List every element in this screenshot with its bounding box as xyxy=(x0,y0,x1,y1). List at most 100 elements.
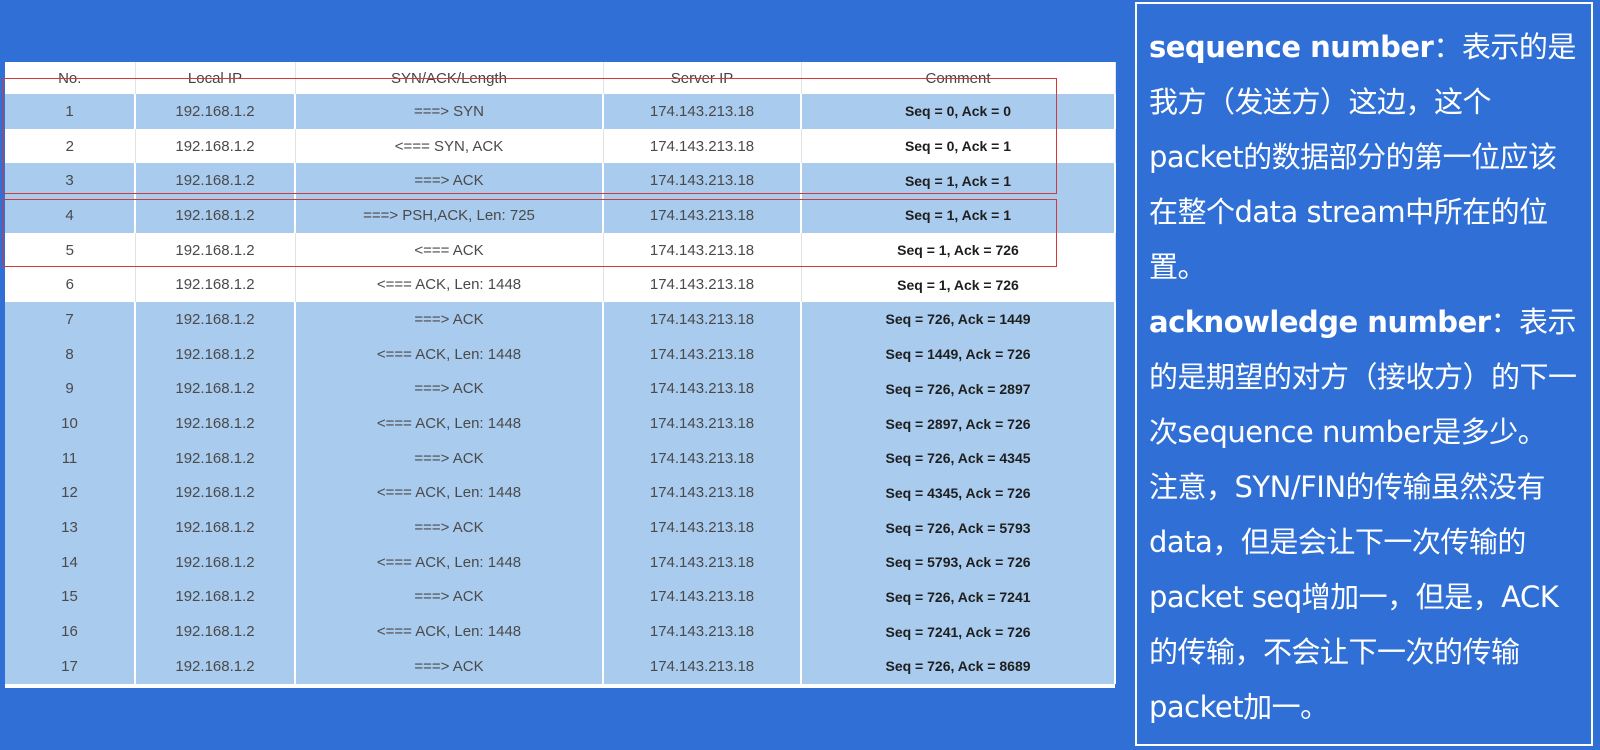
packet-table-panel: No. Local IP SYN/ACK/Length Server IP Co… xyxy=(3,62,1116,688)
table-row: 13 192.168.1.2 ===> ACK 174.143.213.18 Seq =… xyxy=(5,510,1116,545)
cell-comment: Seq = 726, Ack = 8689 xyxy=(801,649,1116,684)
cell-no: 1 xyxy=(5,94,136,129)
cell-flags: ===> ACK xyxy=(295,371,604,407)
cell-server-ip: 174.143.213.18 xyxy=(603,267,802,303)
cell-flags: ===> SYN xyxy=(295,94,604,129)
cell-flags: <=== ACK, Len: 1448 xyxy=(295,406,604,441)
cell-flags: ===> PSH,ACK, Len: 725 xyxy=(295,198,604,233)
cell-no: 8 xyxy=(5,336,136,372)
header-server-ip: Server IP xyxy=(603,62,802,94)
cell-server-ip: 174.143.213.18 xyxy=(603,302,802,337)
cell-comment: Seq = 1, Ack = 1 xyxy=(801,163,1116,199)
cell-no: 7 xyxy=(5,302,136,337)
cell-flags: ===> ACK xyxy=(295,510,604,545)
cell-flags: ===> ACK xyxy=(295,302,604,337)
packet-table: No. Local IP SYN/ACK/Length Server IP Co… xyxy=(5,62,1116,684)
cell-comment: Seq = 1, Ack = 726 xyxy=(801,267,1116,303)
cell-server-ip: 174.143.213.18 xyxy=(603,371,802,407)
cell-local-ip: 192.168.1.2 xyxy=(135,371,296,407)
cell-server-ip: 174.143.213.18 xyxy=(603,579,802,615)
cell-comment: Seq = 4345, Ack = 726 xyxy=(801,475,1116,511)
cell-server-ip: 174.143.213.18 xyxy=(603,128,802,164)
table-row: 16 192.168.1.2 <=== ACK, Len: 1448 174.143.… xyxy=(5,614,1116,649)
cell-local-ip: 192.168.1.2 xyxy=(135,128,296,164)
table-row: 5 192.168.1.2 <=== ACK 174.143.213.18 Seq = … xyxy=(5,232,1116,268)
cell-server-ip: 174.143.213.18 xyxy=(603,440,802,476)
cell-no: 14 xyxy=(5,544,136,580)
seq-note: sequence number：表示的是我方（发送方）这边，这个packet的数… xyxy=(1149,20,1585,295)
seq-term: sequence number xyxy=(1149,30,1434,64)
table-row: 1 192.168.1.2 ===> SYN 174.143.213.18 Seq = … xyxy=(5,94,1116,129)
cell-local-ip: 192.168.1.2 xyxy=(135,510,296,545)
ack-note: acknowledge number：表示的是期望的对方（接收方）的下一次seq… xyxy=(1149,295,1585,460)
cell-flags: ===> ACK xyxy=(295,163,604,199)
cell-server-ip: 174.143.213.18 xyxy=(603,406,802,441)
table-row: 12 192.168.1.2 <=== ACK, Len: 1448 174.143.… xyxy=(5,475,1116,511)
cell-no: 12 xyxy=(5,475,136,511)
cell-flags: ===> ACK xyxy=(295,649,604,684)
cell-server-ip: 174.143.213.18 xyxy=(603,475,802,511)
cell-local-ip: 192.168.1.2 xyxy=(135,336,296,372)
cell-flags: <=== ACK xyxy=(295,232,604,268)
table-row: 9 192.168.1.2 ===> ACK 174.143.213.18 Seq = … xyxy=(5,371,1116,407)
header-flags: SYN/ACK/Length xyxy=(295,62,604,94)
cell-no: 6 xyxy=(5,267,136,303)
cell-server-ip: 174.143.213.18 xyxy=(603,544,802,580)
table-row: 3 192.168.1.2 ===> ACK 174.143.213.18 Seq = … xyxy=(5,163,1116,199)
table-header-row: No. Local IP SYN/ACK/Length Server IP Co… xyxy=(5,62,1116,94)
table-row: 15 192.168.1.2 ===> ACK 174.143.213.18 Seq =… xyxy=(5,579,1116,615)
cell-flags: <=== ACK, Len: 1448 xyxy=(295,614,604,649)
cell-local-ip: 192.168.1.2 xyxy=(135,406,296,441)
cell-comment: Seq = 1, Ack = 1 xyxy=(801,198,1116,233)
cell-local-ip: 192.168.1.2 xyxy=(135,198,296,233)
table-row: 7 192.168.1.2 ===> ACK 174.143.213.18 Seq = … xyxy=(5,302,1116,337)
cell-comment: Seq = 726, Ack = 1449 xyxy=(801,302,1116,337)
cell-local-ip: 192.168.1.2 xyxy=(135,440,296,476)
seq-description: ：表示的是我方（发送方）这边，这个packet的数据部分的第一位应该在整个dat… xyxy=(1149,30,1576,284)
cell-local-ip: 192.168.1.2 xyxy=(135,614,296,649)
cell-comment: Seq = 1449, Ack = 726 xyxy=(801,336,1116,372)
cell-server-ip: 174.143.213.18 xyxy=(603,94,802,129)
header-local-ip: Local IP xyxy=(135,62,296,94)
cell-local-ip: 192.168.1.2 xyxy=(135,232,296,268)
cell-no: 2 xyxy=(5,128,136,164)
cell-flags: ===> ACK xyxy=(295,579,604,615)
cell-comment: Seq = 726, Ack = 7241 xyxy=(801,579,1116,615)
cell-no: 11 xyxy=(5,440,136,476)
table-row: 8 192.168.1.2 <=== ACK, Len: 1448 174.143.2… xyxy=(5,336,1116,372)
header-no: No. xyxy=(5,62,136,94)
cell-flags: <=== ACK, Len: 1448 xyxy=(295,336,604,372)
cell-comment: Seq = 2897, Ack = 726 xyxy=(801,406,1116,441)
header-comment: Comment xyxy=(801,62,1116,94)
cell-server-ip: 174.143.213.18 xyxy=(603,510,802,545)
cell-server-ip: 174.143.213.18 xyxy=(603,614,802,649)
cell-no: 13 xyxy=(5,510,136,545)
cell-flags: <=== SYN, ACK xyxy=(295,128,604,164)
cell-local-ip: 192.168.1.2 xyxy=(135,267,296,303)
cell-no: 10 xyxy=(5,406,136,441)
table-row: 11 192.168.1.2 ===> ACK 174.143.213.18 Seq =… xyxy=(5,440,1116,476)
cell-no: 16 xyxy=(5,614,136,649)
cell-comment: Seq = 0, Ack = 0 xyxy=(801,94,1116,129)
cell-no: 17 xyxy=(5,649,136,684)
cell-flags: <=== ACK, Len: 1448 xyxy=(295,544,604,580)
cell-no: 5 xyxy=(5,232,136,268)
cell-local-ip: 192.168.1.2 xyxy=(135,544,296,580)
cell-server-ip: 174.143.213.18 xyxy=(603,232,802,268)
cell-no: 15 xyxy=(5,579,136,615)
cell-comment: Seq = 1, Ack = 726 xyxy=(801,232,1116,268)
cell-comment: Seq = 726, Ack = 5793 xyxy=(801,510,1116,545)
cell-comment: Seq = 726, Ack = 4345 xyxy=(801,440,1116,476)
cell-no: 9 xyxy=(5,371,136,407)
cell-local-ip: 192.168.1.2 xyxy=(135,649,296,684)
cell-comment: Seq = 0, Ack = 1 xyxy=(801,128,1116,164)
explanation-panel: sequence number：表示的是我方（发送方）这边，这个packet的数… xyxy=(1135,2,1593,746)
cell-no: 3 xyxy=(5,163,136,199)
cell-no: 4 xyxy=(5,198,136,233)
cell-local-ip: 192.168.1.2 xyxy=(135,579,296,615)
cell-local-ip: 192.168.1.2 xyxy=(135,302,296,337)
cell-local-ip: 192.168.1.2 xyxy=(135,475,296,511)
cell-server-ip: 174.143.213.18 xyxy=(603,163,802,199)
cell-flags: <=== ACK, Len: 1448 xyxy=(295,267,604,303)
table-row: 4 192.168.1.2 ===> PSH,ACK, Len: 725 174.14… xyxy=(5,198,1116,233)
